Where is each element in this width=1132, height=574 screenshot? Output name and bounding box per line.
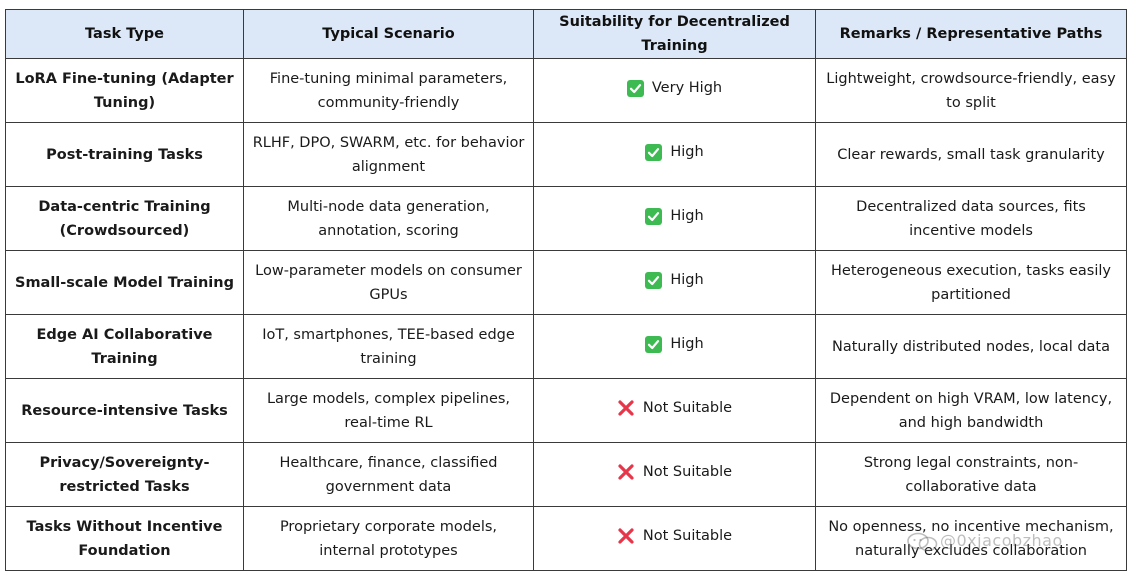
table-row: Data-centric Training (Crowdsourced) Mult… (5, 186, 1127, 251)
table-row: Post-training Tasks RLHF, DPO, SWARM, etc… (5, 122, 1127, 187)
suitability-rating: High (645, 332, 704, 356)
table-row: Edge AI Collaborative Training IoT, smart… (5, 314, 1127, 379)
table-row: LoRA Fine-tuning (Adapter Tuning) Fine-tu… (5, 58, 1127, 123)
watermark-text: @0xjacobzhao (940, 531, 1063, 550)
comparison-table-container: Task Type Typical Scenario Suitability f… (5, 9, 1127, 571)
table-row: Resource-intensive Tasks Large models, co… (5, 378, 1127, 443)
task-type-cell: LoRA Fine-tuning (Adapter Tuning) (5, 58, 244, 123)
header-typical-scenario: Typical Scenario (243, 9, 534, 59)
suitability-rating: Not Suitable (617, 524, 732, 548)
task-type-cell: Data-centric Training (Crowdsourced) (5, 186, 244, 251)
cross-icon (617, 527, 635, 545)
header-task-type: Task Type (5, 9, 244, 59)
suitability-rating: Not Suitable (617, 460, 732, 484)
remarks-cell: No openness, no incentive mechanism, nat… (815, 506, 1127, 571)
suitability-cell: High (533, 186, 816, 251)
remarks-cell: Clear rewards, small task granularity (815, 122, 1127, 187)
typical-scenario-cell: Fine-tuning minimal parameters, communit… (243, 58, 534, 123)
suitability-cell: High (533, 314, 816, 379)
task-type-cell: Post-training Tasks (5, 122, 244, 187)
suitability-rating: High (645, 204, 704, 228)
suitability-label: Not Suitable (642, 400, 733, 416)
typical-scenario-cell: Healthcare, finance, classified governme… (243, 442, 534, 507)
header-suitability: Suitability for Decentralized Training (533, 9, 816, 59)
task-type-cell: Small-scale Model Training (5, 250, 244, 315)
typical-scenario-cell: Low-parameter models on consumer GPUs (243, 250, 534, 315)
table-header-row: Task Type Typical Scenario Suitability f… (5, 9, 1127, 59)
cross-icon (617, 399, 635, 417)
remarks-cell: Heterogeneous execution, tasks easily pa… (815, 250, 1127, 315)
suitability-label: High (670, 272, 704, 289)
header-remarks: Remarks / Representative Paths (815, 9, 1127, 59)
cross-icon (617, 463, 635, 481)
suitability-cell: Very High (533, 58, 816, 123)
suitability-label: Not Suitable (642, 464, 733, 480)
suitability-label: Very High (651, 80, 723, 97)
typical-scenario-cell: IoT, smartphones, TEE-based edge trainin… (243, 314, 534, 379)
remarks-cell: Strong legal constraints, non-collaborat… (815, 442, 1127, 507)
suitability-rating: High (645, 140, 704, 164)
suitability-cell: Not Suitable (533, 506, 816, 571)
suitability-label: High (670, 336, 704, 353)
check-icon (645, 335, 663, 353)
check-icon (645, 207, 663, 225)
remarks-cell: Decentralized data sources, fits incenti… (815, 186, 1127, 251)
wechat-logo-icon (906, 532, 940, 552)
table-row: Tasks Without Incentive Foundation Propri… (5, 506, 1127, 571)
suitability-label: High (670, 208, 704, 225)
suitability-cell: Not Suitable (533, 378, 816, 443)
check-icon (645, 271, 663, 289)
remarks-cell: Dependent on high VRAM, low latency, and… (815, 378, 1127, 443)
typical-scenario-cell: Large models, complex pipelines, real-ti… (243, 378, 534, 443)
suitability-label: Not Suitable (642, 528, 733, 544)
suitability-cell: High (533, 122, 816, 187)
table-row: Privacy/Sovereignty-restricted Tasks Heal… (5, 442, 1127, 507)
suitability-cell: High (533, 250, 816, 315)
task-type-cell: Tasks Without Incentive Foundation (5, 506, 244, 571)
decentralized-training-suitability-table: Task Type Typical Scenario Suitability f… (5, 9, 1127, 571)
typical-scenario-cell: Proprietary corporate models, internal p… (243, 506, 534, 571)
suitability-label: High (670, 144, 704, 161)
typical-scenario-cell: Multi-node data generation, annotation, … (243, 186, 534, 251)
task-type-cell: Edge AI Collaborative Training (5, 314, 244, 379)
table-body: LoRA Fine-tuning (Adapter Tuning) Fine-tu… (5, 58, 1127, 571)
suitability-rating: Very High (626, 76, 723, 100)
task-type-cell: Privacy/Sovereignty-restricted Tasks (5, 442, 244, 507)
typical-scenario-cell: RLHF, DPO, SWARM, etc. for behavior alig… (243, 122, 534, 187)
remarks-cell: Lightweight, crowdsource-friendly, easy … (815, 58, 1127, 123)
check-icon (626, 79, 644, 97)
watermark: @0xjacobzhao (906, 531, 1063, 552)
suitability-rating: Not Suitable (617, 396, 732, 420)
task-type-cell: Resource-intensive Tasks (5, 378, 244, 443)
suitability-rating: High (645, 268, 704, 292)
check-icon (645, 143, 663, 161)
table-row: Small-scale Model Training Low-parameter … (5, 250, 1127, 315)
remarks-cell: Naturally distributed nodes, local data (815, 314, 1127, 379)
suitability-cell: Not Suitable (533, 442, 816, 507)
